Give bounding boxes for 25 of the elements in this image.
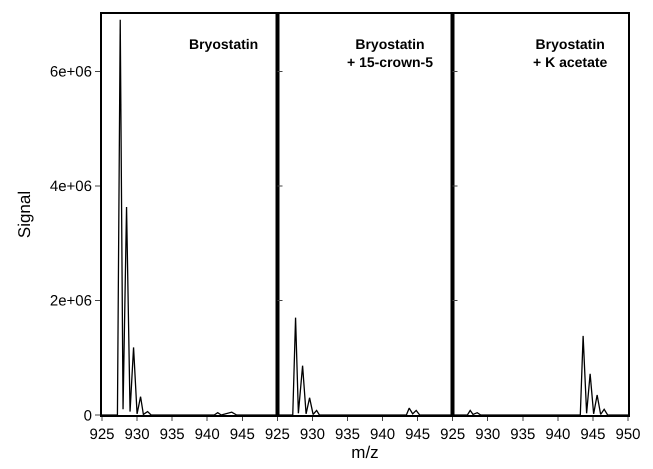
y-tick-label: 0 bbox=[84, 407, 92, 424]
x-tick-label: 945 bbox=[405, 426, 430, 443]
x-axis-title: m/z bbox=[351, 443, 379, 462]
x-tick-label: 930 bbox=[475, 426, 500, 443]
y-tick-label: 6e+06 bbox=[50, 64, 92, 81]
x-tick-label: 930 bbox=[300, 426, 325, 443]
y-tick-label: 4e+06 bbox=[50, 178, 92, 196]
x-tick-label: 925 bbox=[440, 426, 466, 443]
annotation: Bryostatin + K acetate bbox=[533, 36, 608, 70]
x-tick-label: 945 bbox=[580, 426, 606, 443]
annotation: Bryostatin bbox=[189, 36, 258, 52]
y-axis-title: Signal bbox=[14, 190, 34, 238]
x-tick-label: 940 bbox=[545, 426, 570, 443]
x-tick-label: 925 bbox=[264, 426, 290, 443]
x-tick-label: 940 bbox=[194, 426, 220, 443]
x-tick-label: 950 bbox=[615, 426, 641, 443]
x-tick-label: 940 bbox=[370, 426, 396, 443]
x-tick-label: 935 bbox=[334, 426, 360, 443]
x-tick-label: 925 bbox=[89, 426, 115, 443]
x-tick-label: 935 bbox=[510, 426, 536, 443]
x-tick-label: 930 bbox=[124, 426, 150, 443]
annotation: Bryostatin + 15-crown-5 bbox=[347, 36, 434, 70]
x-tick-label: 935 bbox=[160, 426, 185, 443]
y-tick-label: 2e+06 bbox=[50, 292, 92, 310]
x-tick-label: 945 bbox=[230, 426, 255, 443]
